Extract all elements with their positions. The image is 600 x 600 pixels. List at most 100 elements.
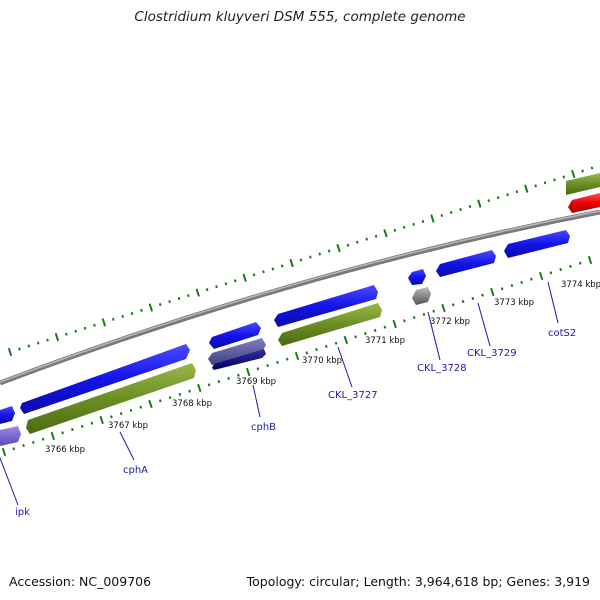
minor-tick <box>61 431 64 435</box>
minor-tick <box>402 225 406 229</box>
gene-leader-line <box>337 346 353 388</box>
minor-tick <box>168 396 172 400</box>
cds-feature <box>209 322 261 349</box>
kbp-label: 3771 kbp <box>365 336 405 346</box>
minor-tick <box>440 213 444 218</box>
genome-summary: Topology: circular; Length: 3,964,618 bp… <box>246 574 590 589</box>
minor-tick <box>324 344 328 348</box>
minor-tick <box>562 175 566 179</box>
major-tick <box>490 287 495 297</box>
backbone-highlight <box>0 210 600 383</box>
minor-tick <box>590 166 594 170</box>
minor-tick <box>121 314 124 318</box>
minor-tick <box>252 273 256 277</box>
minor-tick <box>449 210 453 215</box>
kbp-label: 3769 kbp <box>236 377 276 387</box>
minor-tick <box>177 297 181 301</box>
cds-feature <box>408 269 426 285</box>
major-tick <box>101 318 107 327</box>
minor-tick <box>110 415 113 419</box>
minor-tick <box>158 399 162 403</box>
minor-tick <box>71 428 74 432</box>
rrna-feature <box>278 303 382 346</box>
minor-tick <box>510 284 514 288</box>
minor-tick <box>355 240 359 244</box>
minor-tick <box>178 392 182 396</box>
major-tick <box>54 333 60 342</box>
minor-tick <box>27 344 31 348</box>
minor-tick <box>285 357 289 361</box>
minor-tick <box>31 440 35 444</box>
major-tick <box>587 255 593 265</box>
major-tick <box>99 415 104 425</box>
major-tick <box>441 303 446 313</box>
minor-tick <box>22 444 25 448</box>
cds-feature <box>208 338 266 365</box>
cds-feature <box>0 426 21 446</box>
minor-tick <box>403 319 406 323</box>
minor-tick <box>543 181 547 185</box>
major-tick <box>148 303 153 312</box>
minor-tick <box>315 348 318 352</box>
gene-label: ipk <box>15 507 30 518</box>
minor-tick <box>205 288 209 292</box>
minor-tick <box>93 323 96 327</box>
minor-tick <box>187 294 190 298</box>
reverse-strand-features <box>0 287 431 446</box>
minor-tick <box>80 424 84 428</box>
major-tick <box>148 399 153 409</box>
minor-tick <box>83 326 87 330</box>
minor-tick <box>129 408 133 412</box>
kbp-label: 3768 kbp <box>172 399 212 409</box>
major-tick <box>571 169 576 179</box>
minor-tick <box>553 178 556 182</box>
minor-tick <box>262 270 265 274</box>
minor-tick <box>46 338 49 342</box>
minor-tick <box>569 264 572 268</box>
minor-tick <box>224 282 228 286</box>
minor-tick <box>364 332 367 336</box>
rrna-feature <box>26 363 196 434</box>
minor-tick <box>500 287 504 291</box>
minor-tick <box>530 277 533 281</box>
minor-tick <box>36 341 40 345</box>
minor-tick <box>421 219 425 223</box>
accession-label: Accession: NC_009706 <box>9 574 152 589</box>
minor-tick <box>18 347 21 351</box>
major-tick <box>524 184 529 193</box>
minor-tick <box>299 258 303 262</box>
minor-tick <box>461 300 465 304</box>
major-tick <box>538 271 544 281</box>
kbp-labels: 3766 kbp 3767 kbp 3768 kbp 3769 kbp 3770 kbp… <box>45 280 600 455</box>
minor-tick <box>549 271 553 275</box>
gene-leader-line <box>477 302 491 347</box>
minor-tick <box>451 303 455 307</box>
cds-feature <box>0 406 15 424</box>
major-tick <box>336 244 341 253</box>
minor-tick <box>276 360 279 364</box>
major-tick <box>245 367 251 377</box>
gene-label: cotS2 <box>548 328 576 339</box>
minor-tick <box>327 249 331 253</box>
minor-tick <box>515 190 519 194</box>
minor-tick <box>227 376 230 380</box>
major-tick <box>477 199 482 208</box>
kbp-label: 3774 kbp <box>561 280 600 290</box>
minor-tick <box>139 405 143 409</box>
major-tick <box>7 347 13 357</box>
major-tick <box>50 431 56 441</box>
cds-feature <box>504 230 570 258</box>
minor-tick <box>365 237 369 241</box>
rrna-feature <box>568 193 600 213</box>
cds-feature <box>20 344 190 414</box>
kbp-label: 3772 kbp <box>430 317 470 327</box>
minor-tick <box>271 267 275 271</box>
minor-tick <box>237 373 240 377</box>
gene-label: CKL_3729 <box>467 348 517 359</box>
major-tick <box>1 447 7 457</box>
gene-leader-line <box>427 311 441 361</box>
minor-tick <box>496 196 500 200</box>
major-tick <box>289 258 294 268</box>
minor-tick <box>412 222 415 226</box>
